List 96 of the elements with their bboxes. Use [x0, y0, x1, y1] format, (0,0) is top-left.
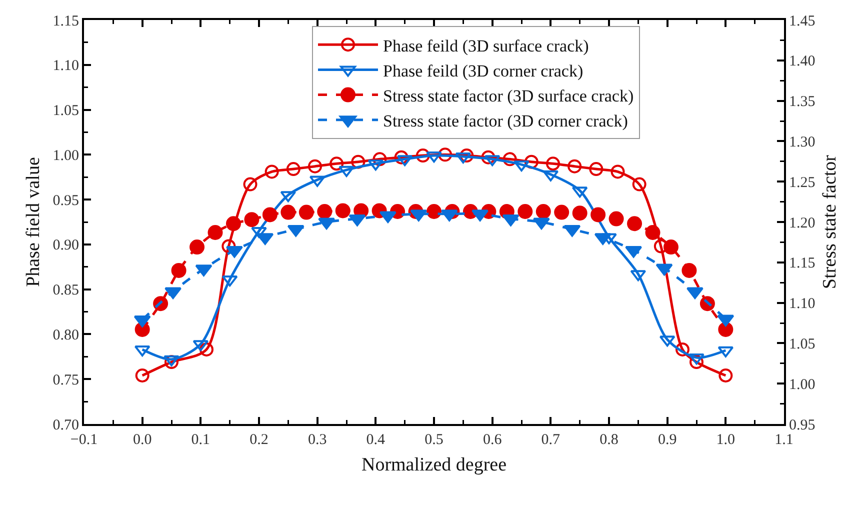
point: [372, 152, 387, 166]
point: [280, 204, 296, 220]
y2-tick-label: 1.10: [789, 296, 816, 312]
y-axis-title: Phase field value: [23, 157, 44, 287]
x-tick-label: 0.0: [132, 432, 152, 448]
y-tick-label: 0.75: [52, 372, 79, 388]
point: [243, 177, 258, 192]
point: [286, 162, 300, 176]
legend-label: Stress state factor (3D surface crack): [383, 86, 634, 106]
point: [379, 211, 396, 224]
y2-tick-label: 1.15: [789, 256, 816, 272]
y2-tick-label: 1.25: [789, 174, 816, 191]
point: [610, 164, 625, 179]
point: [226, 216, 241, 232]
x-tick-label: 0.3: [308, 432, 327, 448]
point: [632, 177, 646, 192]
y-tick-label: 1.05: [52, 103, 79, 120]
y2-tick-label: 0.95: [789, 417, 816, 434]
point: [351, 154, 366, 169]
point: [264, 164, 279, 179]
point: [518, 204, 533, 219]
point: [190, 240, 205, 255]
point: [536, 204, 551, 219]
x-tick-label: 0.1: [191, 432, 210, 448]
point: [608, 211, 624, 226]
y-tick-label: 0.85: [52, 282, 79, 299]
point: [656, 264, 673, 276]
point: [645, 225, 660, 240]
y2-tick-label: 1.40: [789, 54, 816, 70]
point: [514, 160, 530, 172]
x-tick-label: 0.2: [250, 432, 268, 448]
point: [572, 206, 588, 221]
point: [244, 212, 260, 228]
point: [394, 150, 408, 164]
x-tick-label: 1.0: [716, 432, 736, 448]
x-tick-label: 0.4: [366, 432, 386, 448]
y-tick-label: 0.90: [52, 238, 79, 254]
point: [524, 154, 538, 169]
point: [251, 226, 267, 238]
point: [416, 148, 430, 163]
point: [502, 152, 517, 166]
point: [200, 342, 214, 356]
y2-tick-label: 1.30: [789, 134, 816, 150]
x-tick-label: −0.1: [70, 432, 98, 448]
x-tick-label: 0.9: [658, 432, 677, 448]
point: [222, 239, 236, 254]
point: [438, 148, 452, 162]
point: [688, 354, 704, 365]
point: [460, 148, 474, 163]
point: [135, 368, 150, 383]
y-tick-label: 0.70: [52, 417, 79, 434]
point: [330, 156, 344, 171]
point: [568, 159, 582, 174]
point: [164, 355, 180, 366]
point: [208, 225, 223, 240]
point: [718, 368, 733, 383]
point: [676, 342, 690, 356]
y-tick-label: 1.10: [52, 58, 79, 74]
y-tick-label: 0.95: [52, 192, 79, 209]
point: [262, 207, 278, 222]
x-axis-title: Normalized degree: [361, 454, 507, 476]
point: [589, 162, 604, 176]
point: [335, 203, 350, 218]
y2-tick-label: 1.20: [789, 215, 816, 232]
point: [426, 204, 442, 219]
point: [663, 240, 678, 255]
y2-axis-title: Stress state factor: [820, 154, 841, 290]
y2-tick-label: 1.00: [789, 376, 816, 393]
point: [546, 156, 560, 171]
point: [554, 204, 570, 220]
x-tick-label: 0.6: [482, 432, 502, 448]
point: [481, 150, 496, 164]
point: [627, 216, 642, 232]
y-tick-label: 1.00: [52, 148, 79, 164]
point: [682, 262, 697, 278]
legend-label: Phase feild (3D corner crack): [383, 61, 584, 80]
y2-tick-label: 1.05: [789, 336, 816, 352]
x-tick-label: 0.7: [541, 432, 561, 448]
point: [317, 204, 332, 219]
y-tick-label: 1.15: [52, 13, 79, 30]
y2-tick-label: 1.35: [789, 94, 816, 110]
x-tick-label: 0.5: [424, 432, 444, 448]
x-tick-label: 1.1: [774, 432, 794, 448]
point: [298, 204, 314, 220]
point: [171, 262, 186, 278]
y2-tick-label: 1.45: [789, 13, 816, 30]
x-tick-label: 0.8: [600, 432, 618, 448]
legend-label: Phase feild (3D surface crack): [383, 36, 589, 56]
point: [308, 159, 322, 174]
point: [426, 152, 442, 163]
point: [690, 355, 704, 370]
point: [590, 207, 606, 222]
legend-label: Stress state factor (3D corner crack): [383, 112, 628, 131]
point: [164, 355, 178, 370]
point: [338, 166, 354, 177]
y-tick-label: 0.80: [52, 327, 79, 344]
